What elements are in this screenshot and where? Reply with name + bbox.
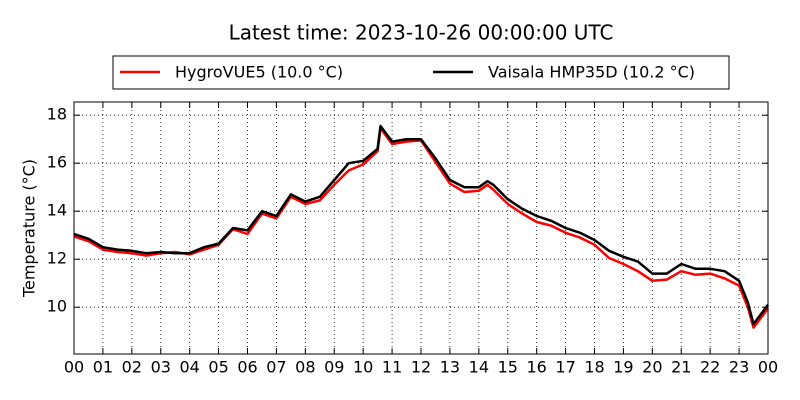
x-tick-label: 19 [613,358,633,377]
x-tick-label: 09 [324,358,344,377]
x-tick-label: 23 [729,358,749,377]
legend-box [112,55,730,90]
x-tick-label: 18 [584,358,604,377]
plot-frame [73,101,769,355]
x-tick-label: 04 [179,358,199,377]
chart-title: Latest time: 2023-10-26 00:00:00 UTC [229,21,614,45]
y-axis-label: Temperature (°C) [20,159,39,298]
x-tick-label: 17 [555,358,575,377]
legend-label: Vaisala HMP35D (10.2 °C) [488,63,695,82]
x-tick-label: 13 [440,358,460,377]
x-tick-label: 20 [642,358,662,377]
data-line [73,127,769,329]
x-tick-label: 03 [151,358,171,377]
x-tick-label: 10 [353,358,373,377]
x-tick-label: 06 [237,358,257,377]
x-tick-label: 14 [469,358,489,377]
legend-label: HygroVUE5 (10.0 °C) [175,63,343,82]
x-tick-label: 12 [411,358,431,377]
y-tick-label: 16 [47,153,67,172]
y-tick-label: 12 [47,249,67,268]
x-tick-label: 08 [295,358,315,377]
x-tick-label: 15 [498,358,518,377]
x-tick-label: 07 [266,358,286,377]
x-tick-label: 11 [382,358,402,377]
x-tick-label: 21 [671,358,691,377]
y-tick-label: 10 [47,297,67,316]
x-tick-label: 22 [700,358,720,377]
x-tick-label: 05 [208,358,228,377]
y-tick-label: 18 [47,105,67,124]
x-tick-label: 00 [758,358,778,377]
y-tick-label: 14 [47,201,67,220]
x-tick-label: 01 [93,358,113,377]
x-tick-label: 00 [64,358,84,377]
x-tick-label: 02 [122,358,142,377]
x-tick-label: 16 [526,358,546,377]
data-line [73,124,769,326]
